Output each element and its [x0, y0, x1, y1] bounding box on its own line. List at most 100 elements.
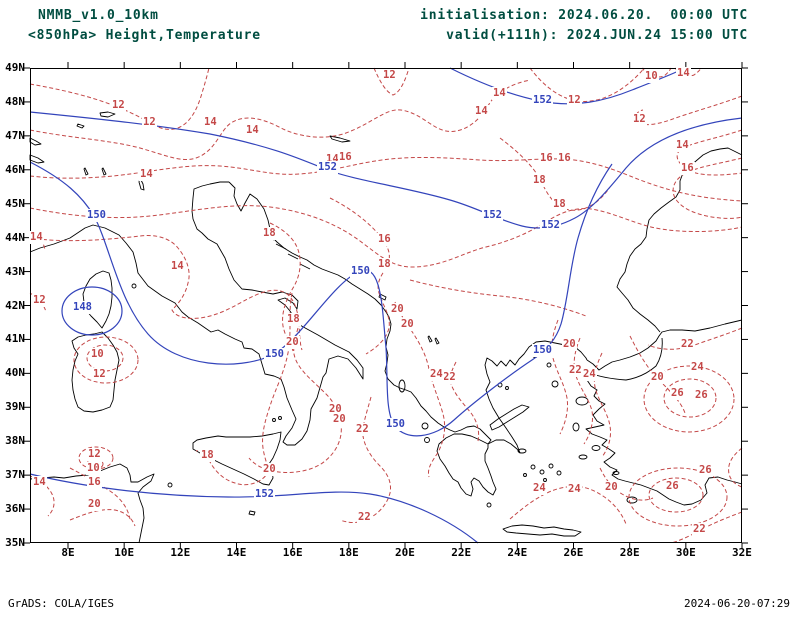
lon-tick-label: 20E	[395, 546, 415, 559]
header-valid-time: valid(+111h): 2024.JUN.24 15:00 UTC	[446, 28, 748, 43]
height-contour-label: 150	[350, 265, 371, 278]
lat-tick-label: 43N	[5, 264, 25, 278]
temp-contour-label: 20	[285, 336, 300, 349]
temp-contour-label: 24	[582, 368, 597, 381]
height-contour-label: 150	[385, 418, 406, 431]
temp-contour-label: 14	[675, 139, 690, 152]
lat-tick-label: 36N	[5, 502, 25, 516]
temp-contour-label: 18	[532, 174, 547, 187]
height-contour-label: 152	[482, 209, 503, 222]
lat-axis: 49N 48N 47N 46N 45N 44N 43N 42N 41N 40N 39N 38N 37N 3…	[0, 62, 28, 549]
temperature-contours	[29, 67, 743, 544]
lon-tick-label: 22E	[451, 546, 472, 559]
temp-contour-label: 24	[690, 361, 705, 374]
height-contour-label: 152	[532, 94, 553, 107]
temp-contour-label: 18	[552, 198, 567, 211]
temp-contour-label: 20	[650, 371, 665, 384]
temp-contour-label: 22	[568, 364, 583, 377]
temp-contour-label: 12	[142, 116, 157, 129]
lat-tick-label: 46N	[5, 162, 25, 176]
temp-contour-label: 14	[245, 124, 260, 137]
axis-ticks	[24, 62, 748, 549]
temp-contour-label: 18	[377, 258, 392, 271]
temp-contour-label: 12	[382, 69, 397, 82]
temp-contour-label: 16	[377, 233, 392, 246]
temp-contour-label: 26	[698, 464, 713, 477]
height-contour-label: 150	[264, 348, 285, 361]
temp-contour-label: 14	[474, 105, 489, 118]
lon-tick-label: 8E	[61, 546, 75, 559]
header-field-name: <850hPa> Height,Temperature	[28, 28, 261, 43]
temp-contour-label: 20	[328, 403, 343, 416]
temp-contour-label: 12	[32, 294, 47, 307]
height-contour-label: 152	[254, 488, 275, 501]
temp-contour-label: 22	[442, 371, 457, 384]
temp-contour-label: 20	[87, 498, 102, 511]
footer-timestamp: 2024-06-20-07:29	[684, 597, 790, 610]
map-frame	[30, 68, 742, 543]
temp-contour-label: 20	[262, 463, 277, 476]
footer-grads-credit: GrADS: COLA/IGES	[8, 597, 114, 610]
temp-contour-label: 20	[604, 481, 619, 494]
map-svg	[24, 62, 748, 549]
lat-tick-label: 45N	[5, 196, 25, 210]
temp-contour-label: 20	[400, 318, 415, 331]
lon-tick-label: 30E	[675, 546, 696, 559]
lon-tick-label: 18E	[338, 546, 359, 559]
temp-contour-label: 10	[86, 462, 101, 475]
temp-contour-label: 12	[111, 99, 126, 112]
temp-contour-label: 16	[87, 476, 102, 489]
height-contour-label: 150	[86, 209, 107, 222]
height-contour-label: 152	[540, 219, 561, 232]
temp-contour-label: 18	[200, 449, 215, 462]
lat-tick-label: 49N	[5, 61, 25, 74]
temp-contour-label: 16	[338, 151, 353, 164]
lon-tick-label: 24E	[507, 546, 528, 559]
lat-tick-label: 42N	[5, 298, 25, 312]
lat-tick-label: 44N	[5, 230, 25, 244]
temp-contour-label: 14	[139, 168, 154, 181]
lon-tick-label: 28E	[619, 546, 640, 559]
temp-contour-label: 22	[357, 511, 372, 524]
temp-contour-label: 26	[665, 480, 680, 493]
lon-tick-label: 26E	[563, 546, 584, 559]
temp-contour-label: 14	[676, 67, 691, 80]
temp-contour-label: 18	[286, 313, 301, 326]
lat-tick-label: 39N	[5, 400, 25, 414]
lon-tick-label: 14E	[226, 546, 247, 559]
height-contours	[29, 67, 743, 544]
temp-contour-label: 20	[390, 303, 405, 316]
temp-contour-label: 12	[632, 113, 647, 126]
temp-contour-label: 14	[32, 476, 47, 489]
temp-contour-label: 12	[567, 94, 582, 107]
temp-contour-label: 24	[567, 483, 582, 496]
lon-tick-label: 10E	[114, 546, 135, 559]
temp-contour-label: 26	[670, 387, 685, 400]
lat-tick-label: 38N	[5, 434, 25, 448]
temp-contour-label: 14	[29, 231, 44, 244]
temp-contour-label: 14	[203, 116, 218, 129]
temp-contour-label: 14	[492, 87, 507, 100]
temp-contour-label: 16	[680, 162, 695, 175]
temp-contour-label: 22	[692, 523, 707, 536]
height-contour-label: 150	[532, 344, 553, 357]
temp-contour-label: 16	[539, 152, 554, 165]
lat-tick-label: 37N	[5, 468, 25, 482]
temp-contour-label: 26	[694, 389, 709, 402]
lat-tick-label: 47N	[5, 128, 25, 142]
lon-tick-label: 12E	[170, 546, 191, 559]
height-contour-label: 148	[72, 301, 93, 314]
lon-tick-label: 16E	[282, 546, 303, 559]
temp-contour-label: 16	[557, 152, 572, 165]
temp-contour-label: 10	[90, 348, 105, 361]
header-model-name: NMMB_v1.0_10km	[38, 8, 159, 23]
temp-contour-label: 20	[562, 338, 577, 351]
temp-contour-label: 22	[680, 338, 695, 351]
temp-contour-label: 22	[355, 423, 370, 436]
height-contour-label: 152	[317, 161, 338, 174]
temp-contour-label: 12	[92, 368, 107, 381]
temp-contour-label: 24	[532, 482, 547, 495]
temp-contour-label: 12	[87, 448, 102, 461]
temp-contour-label: 14	[170, 260, 185, 273]
